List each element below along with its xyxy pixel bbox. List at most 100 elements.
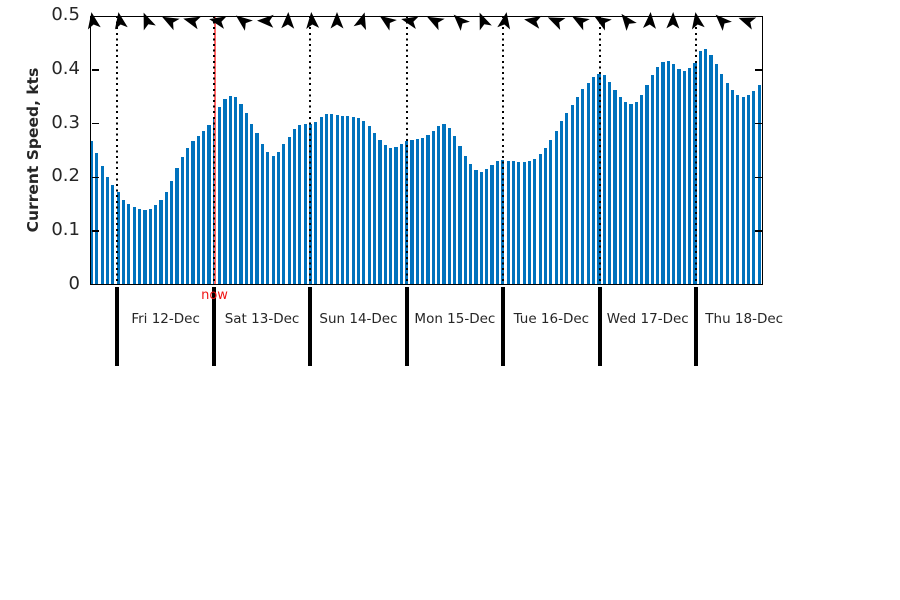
- speed-bar: [100, 165, 104, 285]
- speed-bar: [543, 147, 548, 285]
- speed-bar: [394, 146, 398, 285]
- y-tick-mark-right: [754, 122, 762, 125]
- speed-bar: [453, 135, 457, 285]
- speed-bar: [624, 101, 628, 285]
- speed-bar: [570, 104, 574, 285]
- day-label: Sun 14-Dec: [319, 311, 398, 327]
- speed-bar: [485, 169, 489, 285]
- speed-bar: [202, 130, 206, 285]
- current-direction-arrow-icon: [662, 10, 684, 32]
- speed-bar: [549, 139, 553, 285]
- speed-bar: [752, 90, 756, 285]
- speed-bar: [613, 89, 617, 285]
- speed-bar: [346, 115, 350, 285]
- speed-bar: [362, 120, 366, 285]
- day-label: Thu 18-Dec: [705, 311, 784, 327]
- speed-bar: [282, 144, 286, 285]
- current-direction-arrow-icon: [372, 6, 403, 37]
- speed-bar: [517, 161, 521, 285]
- current-direction-arrow-icon: [300, 9, 324, 33]
- speed-bar: [640, 94, 644, 285]
- speed-bar: [95, 153, 99, 285]
- speed-bar: [324, 113, 329, 285]
- speed-bar: [367, 125, 371, 285]
- y-tick-mark-left: [91, 69, 99, 71]
- speed-bar: [137, 209, 142, 285]
- speed-bar: [746, 95, 751, 285]
- speed-bar: [175, 167, 179, 285]
- current-direction-arrow-icon: [107, 8, 132, 33]
- speed-bar: [164, 192, 168, 285]
- speed-bar: [127, 204, 131, 285]
- current-direction-arrow-icon: [155, 6, 185, 36]
- speed-bar: [383, 145, 387, 285]
- speed-bar: [575, 96, 580, 285]
- speed-bar: [656, 67, 660, 285]
- y-tick-label: 0.1: [51, 219, 80, 241]
- speed-bar: [463, 155, 467, 285]
- current-direction-arrow-icon: [444, 5, 475, 36]
- current-direction-arrow-icon: [228, 6, 259, 37]
- speed-bar: [474, 169, 478, 285]
- speed-bar: [191, 141, 195, 285]
- speed-bar: [314, 122, 318, 285]
- y-tick-label: 0.4: [51, 57, 80, 79]
- speed-bar: [618, 96, 622, 285]
- speed-bar: [399, 144, 403, 285]
- speed-bar: [757, 84, 761, 285]
- speed-bar: [132, 207, 136, 285]
- y-tick-label: 0.5: [51, 4, 80, 25]
- now-label: now: [201, 288, 228, 303]
- speed-bar: [565, 112, 569, 285]
- speed-bar: [581, 89, 585, 285]
- speed-bar: [239, 103, 243, 285]
- y-tick-mark-left: [91, 176, 99, 179]
- current-direction-arrow-icon: [520, 8, 545, 33]
- speed-bar: [330, 114, 334, 285]
- current-direction-arrow-icon: [179, 8, 206, 35]
- speed-bar: [672, 64, 676, 285]
- day-label: Wed 17-Dec: [606, 311, 689, 327]
- speed-bar: [677, 69, 681, 285]
- y-axis-title: Current Speed, kts: [24, 67, 42, 233]
- day-separator-tick: [211, 287, 216, 366]
- midnight-gridline: [309, 16, 312, 285]
- y-tick-mark-right: [754, 69, 762, 71]
- midnight-gridline: [694, 16, 697, 285]
- speed-bar: [148, 208, 152, 285]
- speed-bar: [372, 132, 377, 285]
- current-direction-arrow-icon: [420, 6, 450, 36]
- speed-bar: [736, 95, 740, 285]
- speed-bar: [469, 163, 473, 285]
- speed-bar: [479, 172, 483, 285]
- speed-bar: [89, 141, 94, 285]
- speed-bar: [340, 115, 345, 285]
- speed-bar: [105, 177, 110, 285]
- speed-bar: [287, 136, 291, 285]
- speed-bar: [234, 97, 238, 285]
- speed-bar: [426, 135, 430, 285]
- y-tick-label: 0.3: [51, 111, 80, 133]
- speed-bar: [228, 95, 232, 285]
- current-direction-arrow-icon: [706, 5, 737, 36]
- y-tick-mark-left: [91, 122, 99, 125]
- midnight-gridline: [116, 16, 119, 285]
- speed-bar: [271, 155, 275, 285]
- speed-bar: [495, 161, 500, 285]
- speed-bar: [292, 128, 297, 285]
- midnight-gridline: [502, 16, 505, 285]
- speed-bar: [319, 117, 323, 285]
- current-direction-arrow-icon: [326, 10, 348, 32]
- current-direction-arrow-icon: [397, 8, 423, 34]
- speed-bar: [682, 70, 686, 285]
- day-label: Fri 12-Dec: [131, 311, 200, 327]
- speed-bar: [586, 82, 590, 285]
- current-direction-arrow-icon: [612, 6, 643, 37]
- day-separator-tick: [501, 287, 506, 366]
- speed-bar: [442, 124, 446, 285]
- current-direction-arrow-icon: [255, 10, 278, 33]
- speed-bar: [186, 147, 190, 285]
- speed-bar: [260, 143, 264, 285]
- speed-bar: [389, 147, 393, 285]
- speed-bar: [709, 54, 713, 285]
